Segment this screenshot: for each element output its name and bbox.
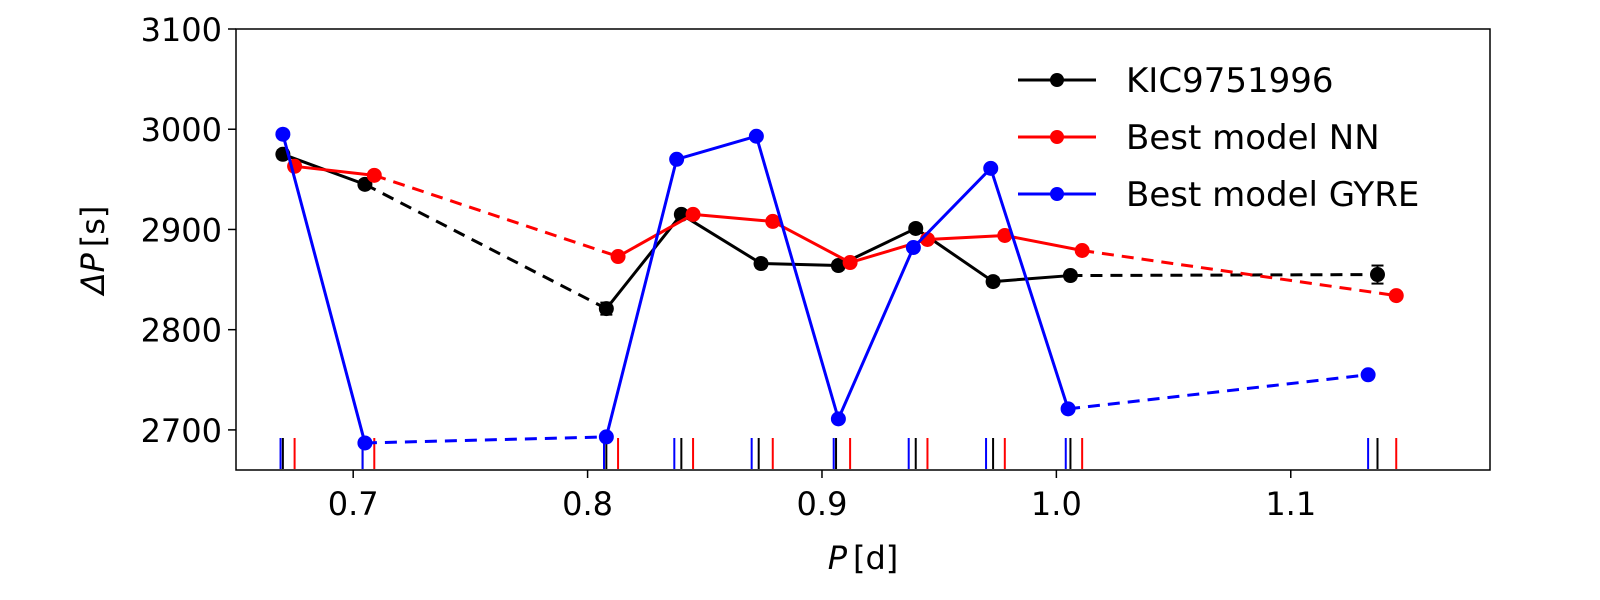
data-point-best-model-gyre [275,126,291,142]
legend-item-best-model-gyre: Best model GYRE [1018,175,1419,215]
series-segment-best-model-nn [925,233,1007,241]
data-point-best-model-gyre [598,429,614,445]
data-point-best-model-gyre [905,239,921,255]
legend: KIC9751996 Best model NN Best model GYRE [1018,61,1419,215]
series-segment-best-model-gyre [281,132,367,445]
series-segment-kic9751996 [364,183,608,310]
data-point-best-model-nn [765,213,781,229]
series-segment-best-model-gyre [675,134,758,161]
series-segment-kic9751996 [991,274,1072,284]
y-tick-label: 2800 [141,312,222,350]
axes-layer: 0.7 0.8 0.9 1.0 1.1 2700 2800 2900 3000 3100 [141,11,1317,523]
data-point-best-model-nn [685,206,701,222]
data-point-best-model-nn [1388,288,1404,304]
legend-marker-kic9751996 [1050,73,1064,87]
data-point-best-model-gyre [357,435,373,451]
y-axis-label: ΔP[s] [74,206,112,298]
data-point-kic9751996 [830,258,846,274]
data-point-best-model-nn [997,227,1013,243]
series-segment-best-model-gyre [1067,373,1369,411]
x-tick-label: 1.0 [1031,485,1082,523]
data-point-best-model-nn [842,255,858,271]
series-segment-kic9751996 [759,262,840,268]
series-segment-best-model-gyre [836,245,915,421]
series-segment-best-model-gyre [754,134,840,421]
series-segment-best-model-nn [1003,233,1084,253]
legend-label-best-model-gyre: Best model GYRE [1126,175,1419,215]
series-segment-best-model-nn [373,173,619,258]
data-point-best-model-gyre [748,128,764,144]
series-segment-kic9751996 [604,212,683,311]
legend-label-kic9751996: KIC9751996 [1126,61,1334,101]
series-segment-kic9751996 [1070,273,1378,278]
data-point-best-model-nn [1074,243,1090,259]
legend-label-best-model-nn: Best model NN [1126,118,1380,158]
data-point-best-model-gyre [669,151,685,167]
data-point-kic9751996 [753,256,769,272]
x-axis-label: P [d] [828,539,899,577]
x-tick-label: 0.8 [562,485,613,523]
data-point-kic9751996 [985,274,1001,290]
data-point-kic9751996 [357,176,373,192]
data-point-kic9751996 [1369,267,1385,283]
series-segment-best-model-nn [616,212,695,259]
series-segment-best-model-gyre [364,435,607,445]
series-best-model-gyre [275,126,1376,469]
plot-frame [235,28,1491,471]
data-point-best-model-nn [610,249,626,265]
y-tick-label: 2900 [141,211,222,249]
data-point-kic9751996 [1062,268,1078,284]
series-segment-kic9751996 [679,212,763,266]
data-point-kic9751996 [908,220,924,236]
x-tick-label: 0.9 [797,485,848,523]
series-segment-best-model-nn [691,212,775,223]
series-segment-best-model-gyre [911,166,993,249]
series-segment-best-model-gyre [604,157,679,439]
series-layer [275,126,1404,469]
y-tick-label: 3000 [141,111,222,149]
data-point-kic9751996 [598,301,614,317]
data-point-best-model-gyre [1060,401,1076,417]
series-segment-best-model-nn [293,164,376,177]
x-tick-label: 1.1 [1265,485,1316,523]
y-tick-label: 2700 [141,412,222,450]
legend-marker-best-model-nn [1050,130,1064,144]
y-tick-label: 3100 [141,11,222,49]
x-tick-label: 0.7 [328,485,379,523]
data-point-best-model-gyre [983,160,999,176]
data-point-best-model-gyre [830,411,846,427]
series-segment-best-model-gyre [989,166,1070,411]
data-point-best-model-nn [366,167,382,183]
legend-item-best-model-nn: Best model NN [1018,118,1380,158]
series-segment-best-model-nn [1081,249,1397,298]
series-segment-best-model-nn [771,219,852,265]
legend-item-kic9751996: KIC9751996 [1018,61,1334,101]
data-point-best-model-gyre [1360,367,1376,383]
legend-marker-best-model-gyre [1050,187,1064,201]
